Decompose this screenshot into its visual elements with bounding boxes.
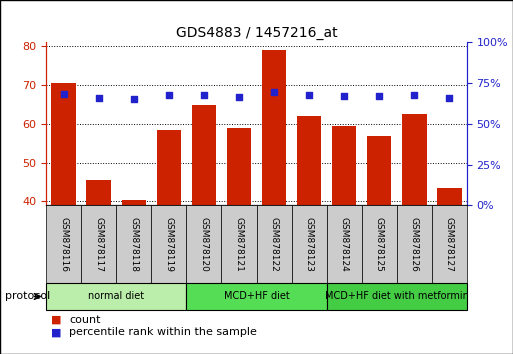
Text: GSM878119: GSM878119 (164, 217, 173, 272)
Bar (222, 205, 256, 283)
Text: GSM878126: GSM878126 (410, 217, 419, 272)
Text: GSM878127: GSM878127 (445, 217, 454, 272)
Text: GSM878117: GSM878117 (94, 217, 103, 272)
Point (200, 92, 208, 97)
Point (340, 93, 348, 99)
Bar (81, 205, 116, 283)
Bar (186, 205, 222, 283)
Text: ■: ■ (51, 327, 62, 337)
Bar (437, 188, 462, 205)
Bar (397, 205, 432, 283)
Text: GSM878120: GSM878120 (200, 217, 208, 272)
Text: GSM878123: GSM878123 (305, 217, 313, 272)
Bar (402, 114, 426, 205)
Point (60, 91, 68, 97)
Bar (262, 50, 286, 205)
Bar (227, 128, 251, 205)
Text: MCD+HF diet: MCD+HF diet (224, 291, 289, 302)
Point (445, 95, 453, 101)
Text: GSM878116: GSM878116 (59, 217, 68, 272)
Point (410, 93, 418, 98)
Text: protocol: protocol (5, 291, 50, 302)
Bar (327, 283, 467, 310)
Point (305, 93, 313, 98)
Bar (122, 200, 146, 205)
Bar (46, 205, 81, 283)
Bar (367, 136, 391, 205)
Bar (327, 205, 362, 283)
Bar (192, 104, 216, 205)
Text: MCD+HF diet with metformin: MCD+HF diet with metformin (325, 291, 469, 302)
Bar (332, 126, 357, 205)
Bar (156, 130, 181, 205)
Bar (186, 283, 327, 310)
Point (94, 95, 103, 101)
Text: GSM878125: GSM878125 (374, 217, 384, 272)
Bar (46, 283, 186, 310)
Point (375, 93, 383, 99)
Text: percentile rank within the sample: percentile rank within the sample (69, 327, 257, 337)
Text: count: count (69, 315, 101, 325)
Bar (51, 83, 76, 205)
Bar (432, 205, 467, 283)
Text: GSM878124: GSM878124 (340, 217, 349, 272)
Text: GSM878121: GSM878121 (234, 217, 244, 272)
Text: ■: ■ (51, 315, 62, 325)
Point (270, 89, 278, 95)
Title: GDS4883 / 1457216_at: GDS4883 / 1457216_at (175, 26, 338, 40)
Point (235, 94, 243, 100)
Bar (362, 205, 397, 283)
Text: normal diet: normal diet (88, 291, 144, 302)
Text: GSM878122: GSM878122 (269, 217, 279, 272)
Point (130, 97, 138, 102)
Text: GSM878118: GSM878118 (129, 217, 139, 272)
Point (165, 92, 173, 97)
Bar (87, 180, 111, 205)
Bar (256, 205, 291, 283)
Bar (297, 116, 321, 205)
Bar (116, 205, 151, 283)
Bar (291, 205, 327, 283)
Bar (151, 205, 186, 283)
